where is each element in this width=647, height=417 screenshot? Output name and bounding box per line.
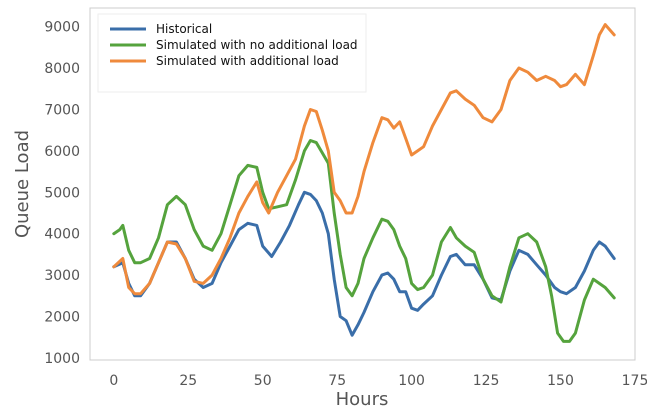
x-tick-label: 25: [179, 373, 197, 389]
legend-label-1: Historical: [156, 22, 212, 36]
x-tick-label: 100: [398, 373, 425, 389]
y-tick-label: 6000: [44, 144, 80, 160]
y-tick-labels: 1000 2000 3000 4000 5000 6000 7000 8000 9000: [44, 20, 80, 367]
x-tick-label: 75: [328, 373, 346, 389]
x-tick-label: 50: [254, 373, 272, 389]
y-tick-label: 9000: [44, 20, 80, 36]
legend: Historical Simulated with no additional l…: [98, 14, 366, 92]
legend-label-3: Simulated with additional load: [156, 54, 339, 68]
x-tick-label: 175: [622, 373, 647, 389]
x-tick-label: 125: [473, 373, 500, 389]
y-tick-label: 2000: [44, 310, 80, 326]
x-tick-label: 150: [547, 373, 574, 389]
legend-label-2: Simulated with no additional load: [156, 38, 358, 52]
legend-box: [98, 14, 366, 92]
y-tick-label: 4000: [44, 227, 80, 243]
y-axis-title: Queue Load: [12, 130, 33, 238]
y-tick-label: 7000: [44, 103, 80, 119]
x-axis-title: Hours: [336, 389, 389, 410]
y-tick-label: 1000: [44, 351, 80, 367]
x-tick-labels: 0 25 50 75 100 125 150 175: [109, 373, 647, 389]
y-tick-label: 8000: [44, 61, 80, 77]
y-tick-label: 3000: [44, 268, 80, 284]
x-tick-label: 0: [109, 373, 118, 389]
y-tick-label: 5000: [44, 185, 80, 201]
